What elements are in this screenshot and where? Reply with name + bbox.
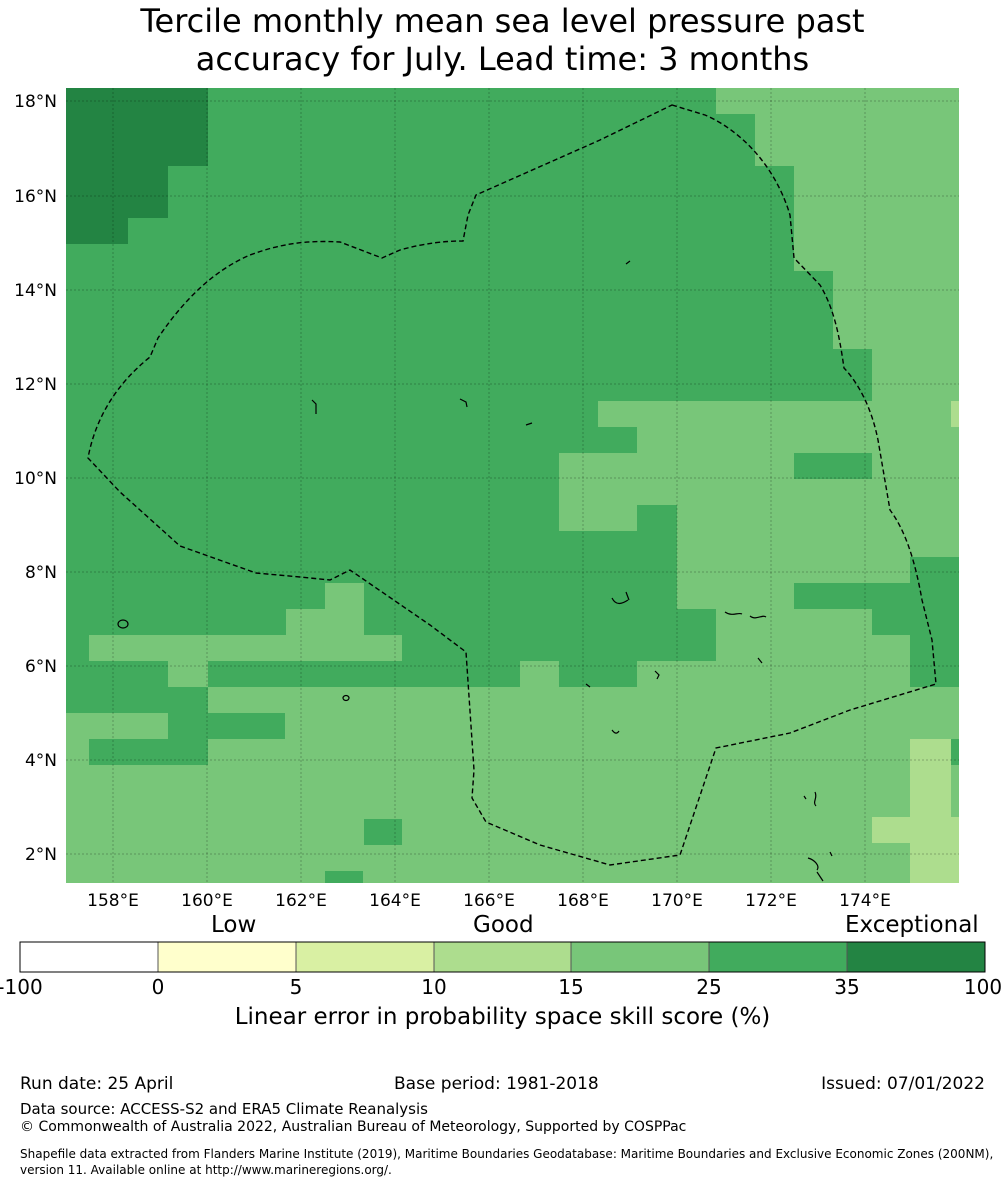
skill-10-15-patches [872,401,959,883]
lat-label: 4°N [25,751,57,771]
lat-label: 10°N [14,469,57,489]
base-period: Base period: 1981-2018 [394,1074,599,1094]
lon-label: 158°E [87,891,139,911]
islands [117,260,833,882]
colorbar-swatch [157,941,297,973]
lat-label: 8°N [25,563,57,583]
lon-label: 160°E [181,891,233,911]
lat-label: 12°N [14,375,57,395]
colorbar-tick: 15 [558,975,584,999]
colorbar-category-exceptional: Exceptional [845,912,979,938]
axis-labels: 18°N 16°N 14°N 12°N 10°N 8°N 6°N 4°N 2°N… [14,92,891,911]
colorbar-tick: -100 [0,975,43,999]
colorbar-swatch [708,941,848,973]
lon-label: 162°E [275,891,327,911]
colorbar-swatch [433,941,572,973]
lat-label: 16°N [14,187,57,207]
colorbar-swatch [295,941,435,973]
colorbar-tick: 0 [151,975,165,999]
colorbar-label: Linear error in probability space skill … [234,1004,771,1030]
lat-label: 2°N [25,845,57,865]
lat-label: 6°N [25,657,57,677]
data-source: Data source: ACCESS-S2 and ERA5 Climate … [20,1100,428,1118]
colorbar-swatch [846,941,986,973]
colorbar-swatch [570,941,710,973]
lat-label: 14°N [14,281,57,301]
colorbar-category-good: Good [473,912,534,938]
map-gridlines [66,88,959,883]
map-title-line-1: Tercile monthly mean sea level pressure … [140,2,865,40]
colorbar-swatch [19,941,159,973]
issued-date: Issued: 07/01/2022 [821,1074,985,1094]
colorbar-tick: 5 [289,975,303,999]
lon-label: 164°E [369,891,421,911]
colorbar [19,941,986,973]
colorbar-tick: 10 [421,975,447,999]
copyright: © Commonwealth of Australia 2022, Austra… [20,1119,687,1135]
run-date: Run date: 25 April [20,1074,174,1094]
lon-label: 170°E [651,891,703,911]
map-title-line-2: accuracy for July. Lead time: 3 months [195,40,810,78]
colorbar-tick: 35 [834,975,860,999]
skill-15-25-regions [66,88,959,883]
colorbar-tick: 100 [963,975,1003,999]
colorbar-tick: 25 [696,975,722,999]
lat-label: 18°N [14,92,57,112]
lon-label: 166°E [463,891,515,911]
lon-label: 174°E [839,891,891,911]
shapefile-credit: Shapefile data extracted from Flanders M… [20,1147,994,1177]
colorbar-category-low: Low [211,912,257,938]
colorbar-frame [19,941,986,973]
map-area [66,88,959,883]
skill-35-100-region [66,88,208,244]
lon-label: 172°E [745,891,797,911]
lon-label: 168°E [557,891,609,911]
